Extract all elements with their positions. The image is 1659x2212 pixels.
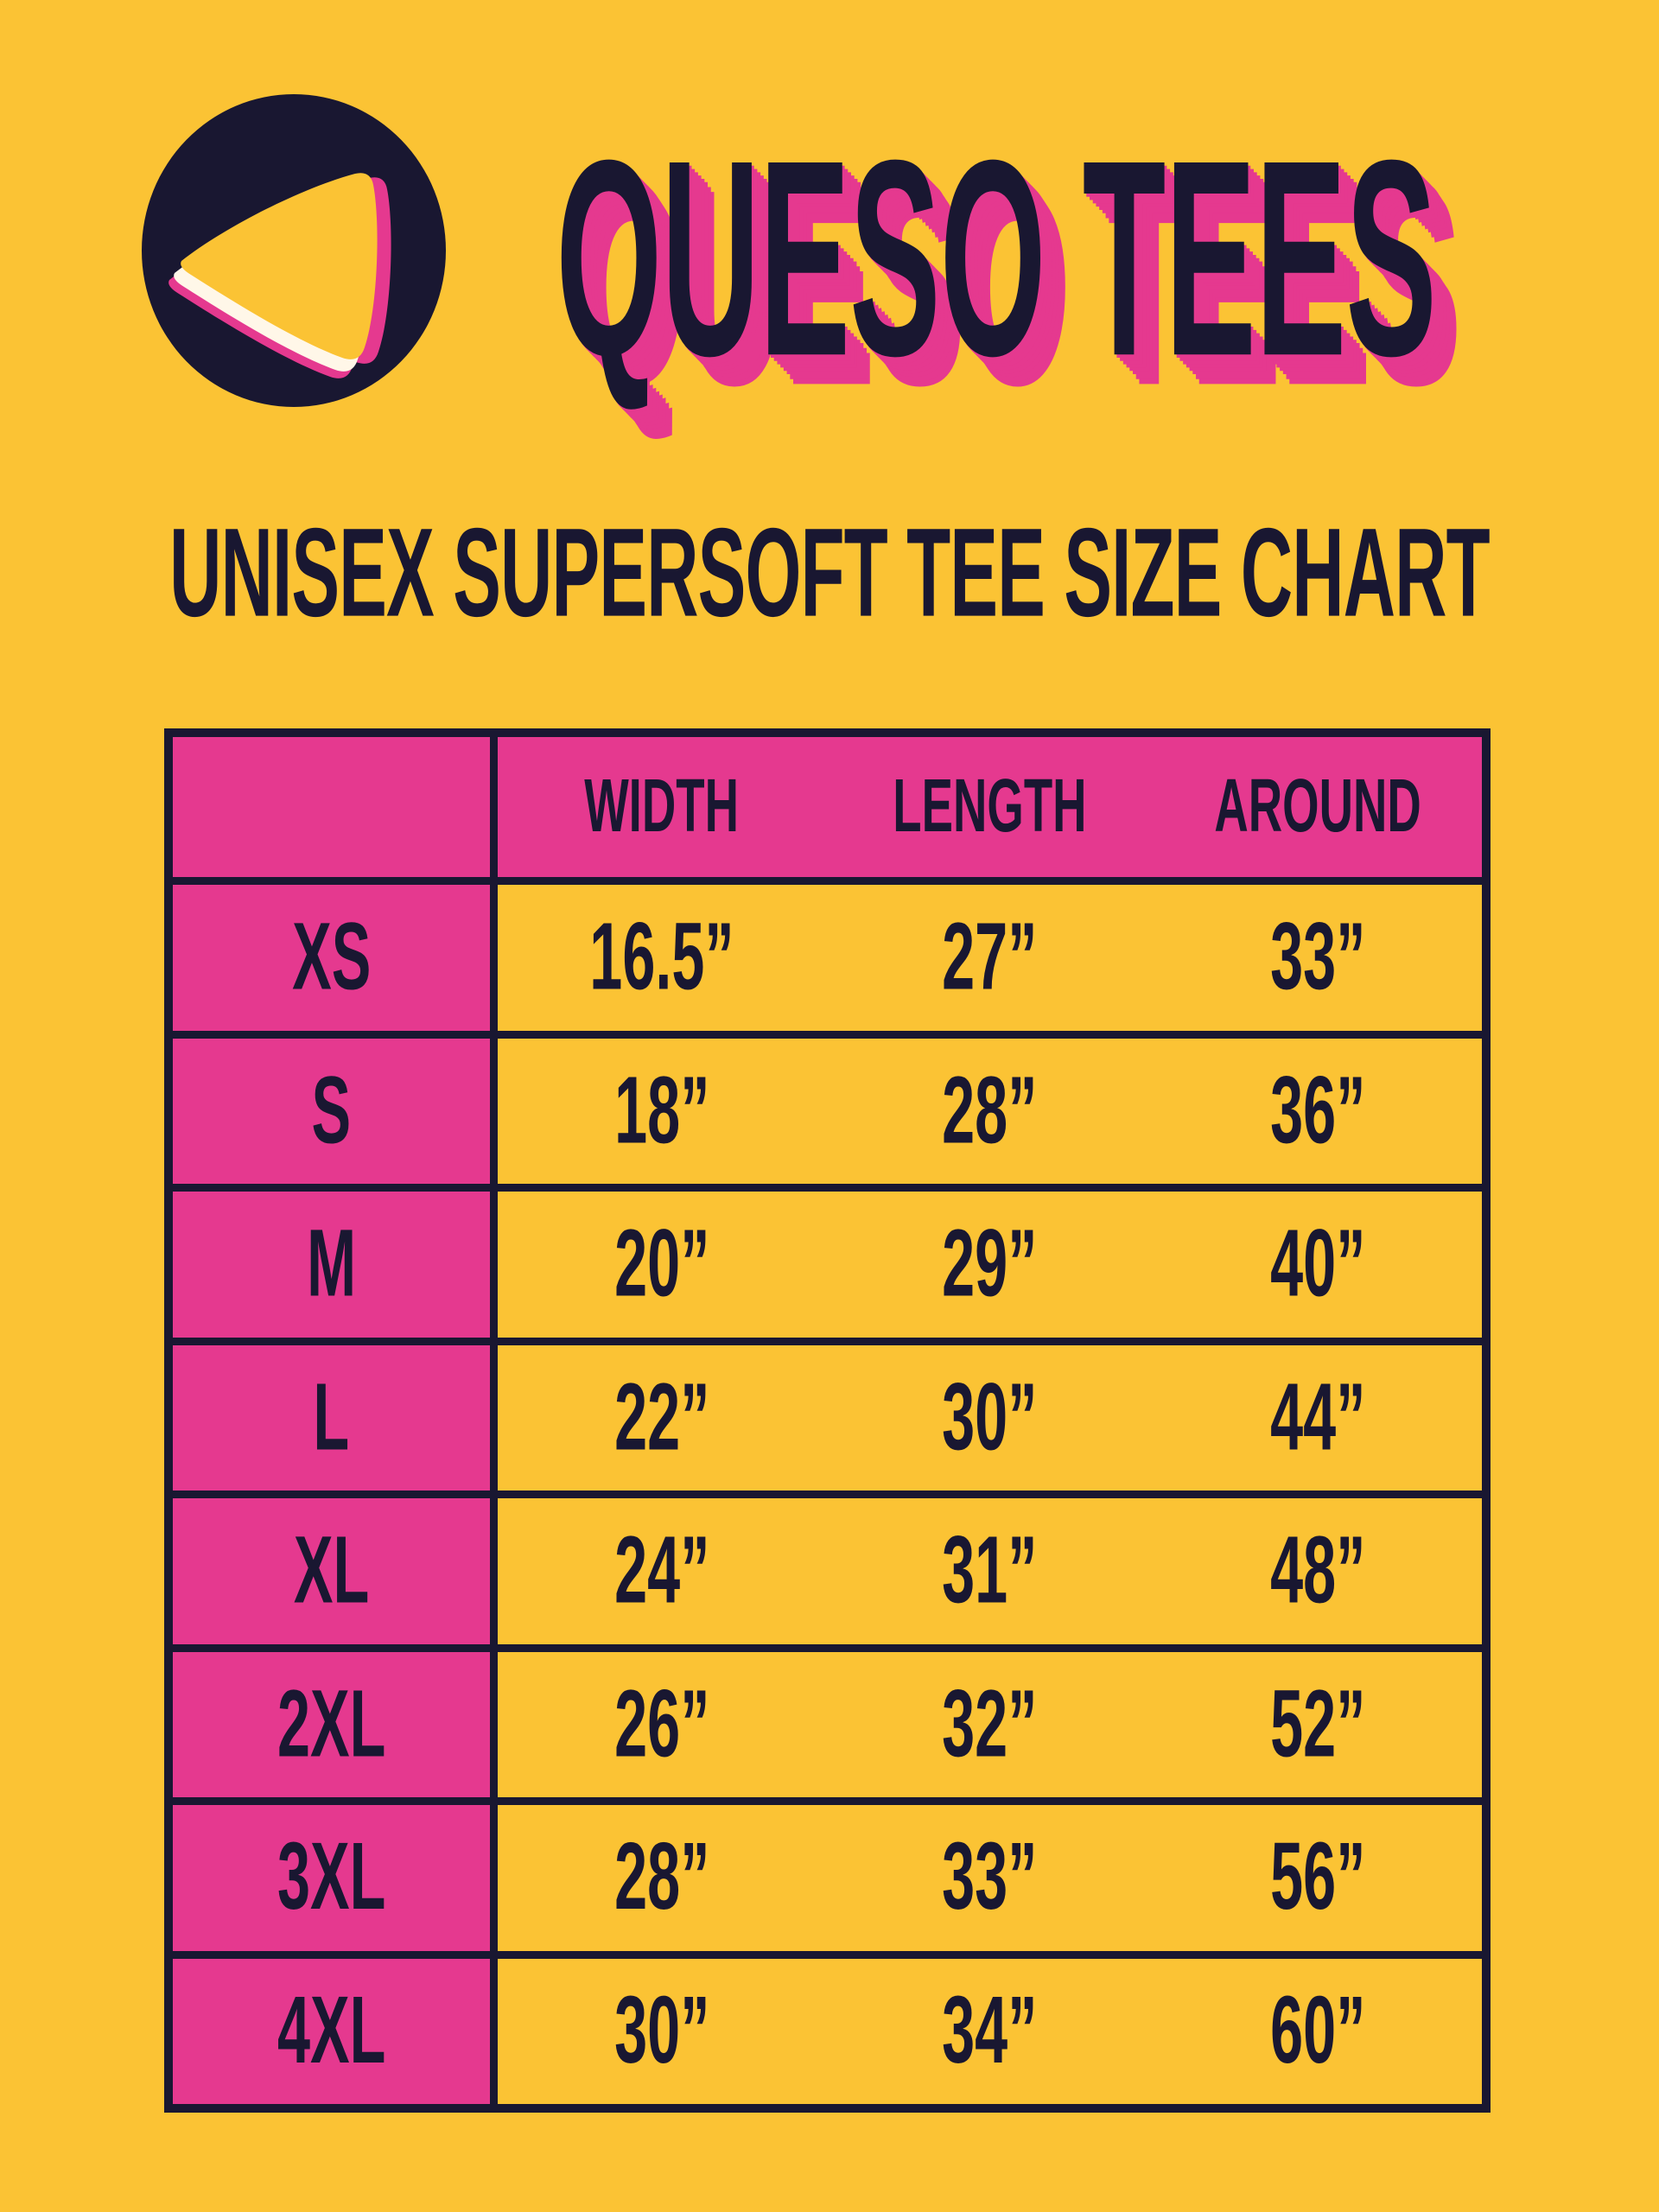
around-value-cell: 60” (1154, 1959, 1482, 2105)
size-label-cell: 4XL (173, 1958, 490, 2104)
table-header-corner-cell (173, 737, 490, 877)
length-value: 33” (942, 1823, 1038, 1931)
length-value: 27” (942, 903, 1038, 1011)
around-value: 48” (1270, 1516, 1366, 1624)
length-value: 29” (942, 1210, 1038, 1318)
length-value-cell: 29” (826, 1192, 1154, 1338)
size-label: L (313, 1363, 350, 1471)
width-value-cell: 30” (498, 1959, 826, 2105)
length-value-cell: 34” (826, 1959, 1154, 2105)
size-label: XS (291, 903, 372, 1011)
length-value-cell: 31” (826, 1498, 1154, 1644)
column-header-width-label: WIDTH (584, 765, 740, 849)
size-label-cell: L (173, 1344, 490, 1491)
around-value: 60” (1270, 1977, 1366, 2084)
width-value: 24” (613, 1516, 709, 1624)
around-value-cell: 56” (1154, 1805, 1482, 1951)
around-value-cell: 44” (1154, 1345, 1482, 1491)
width-value-cell: 18” (498, 1039, 826, 1185)
page-title: UNISEX SUPERSOFT TEE SIZE CHART (0, 510, 1659, 636)
around-value-cell: 52” (1154, 1652, 1482, 1798)
size-label: 3XL (276, 1823, 386, 1931)
size-label-cell: 2XL (173, 1651, 490, 1797)
around-value: 33” (1270, 903, 1366, 1011)
width-value: 28” (613, 1823, 709, 1931)
length-value-cell: 27” (826, 885, 1154, 1031)
table-header-row: WIDTH LENGTH AROUND (498, 737, 1482, 877)
around-value-cell: 33” (1154, 885, 1482, 1031)
width-value: 30” (613, 1977, 709, 2084)
size-label: S (311, 1057, 352, 1164)
width-value-cell: 28” (498, 1805, 826, 1951)
table-row: 16.5” 27” 33” (498, 885, 1482, 1031)
around-value-cell: 36” (1154, 1039, 1482, 1185)
around-value-cell: 40” (1154, 1192, 1482, 1338)
size-label-cell: S (173, 1038, 490, 1184)
brand-title: QUESO TEES (480, 119, 1512, 398)
table-row: 22” 30” 44” (498, 1344, 1482, 1491)
around-value: 52” (1270, 1670, 1366, 1777)
brand-title-text: QUESO TEES (556, 103, 1437, 415)
size-label-cell: XS (173, 885, 490, 1031)
width-value-cell: 24” (498, 1498, 826, 1644)
size-label: 4XL (276, 1977, 386, 2084)
size-chart-table: WIDTH LENGTH AROUND XS 16.5” 27” 33” S 18” 28”… (164, 728, 1491, 2113)
length-value-cell: 33” (826, 1805, 1154, 1951)
around-value: 40” (1270, 1210, 1366, 1318)
width-value: 18” (613, 1057, 709, 1164)
around-value-cell: 48” (1154, 1498, 1482, 1644)
width-value: 22” (613, 1363, 709, 1471)
length-value: 34” (942, 1977, 1038, 2084)
width-value-cell: 22” (498, 1345, 826, 1491)
table-row: 30” 34” 60” (498, 1958, 1482, 2105)
width-value: 16.5” (589, 903, 734, 1011)
size-label: 2XL (276, 1670, 386, 1777)
table-row: 24” 31” 48” (498, 1498, 1482, 1644)
width-value: 26” (613, 1670, 709, 1777)
column-header-around: AROUND (1154, 737, 1482, 877)
table-row: 26” 32” 52” (498, 1651, 1482, 1798)
length-value: 28” (942, 1057, 1038, 1164)
size-label: M (307, 1210, 356, 1318)
size-label-cell: 3XL (173, 1805, 490, 1951)
table-row: 18” 28” 36” (498, 1038, 1482, 1185)
page-title-text: UNISEX SUPERSOFT TEE SIZE CHART (169, 502, 1490, 644)
width-value-cell: 26” (498, 1652, 826, 1798)
size-label-cell: M (173, 1192, 490, 1338)
column-header-around-label: AROUND (1214, 765, 1421, 849)
length-value-cell: 30” (826, 1345, 1154, 1491)
size-label: XL (293, 1516, 370, 1624)
around-value: 36” (1270, 1057, 1366, 1164)
length-value-cell: 32” (826, 1652, 1154, 1798)
tortilla-chip-icon (142, 94, 446, 407)
column-header-length: LENGTH (826, 737, 1154, 877)
size-label-cell: XL (173, 1498, 490, 1644)
length-value-cell: 28” (826, 1039, 1154, 1185)
length-value: 30” (942, 1363, 1038, 1471)
around-value: 44” (1270, 1363, 1366, 1471)
width-value-cell: 16.5” (498, 885, 826, 1031)
table-row: 28” 33” 56” (498, 1805, 1482, 1951)
queso-tees-logo (141, 92, 447, 411)
length-value: 31” (942, 1516, 1038, 1624)
column-header-length-label: LENGTH (893, 765, 1087, 849)
length-value: 32” (942, 1670, 1038, 1777)
column-header-width: WIDTH (498, 737, 826, 877)
table-row: 20” 29” 40” (498, 1192, 1482, 1338)
width-value: 20” (613, 1210, 709, 1318)
width-value-cell: 20” (498, 1192, 826, 1338)
around-value: 56” (1270, 1823, 1366, 1931)
